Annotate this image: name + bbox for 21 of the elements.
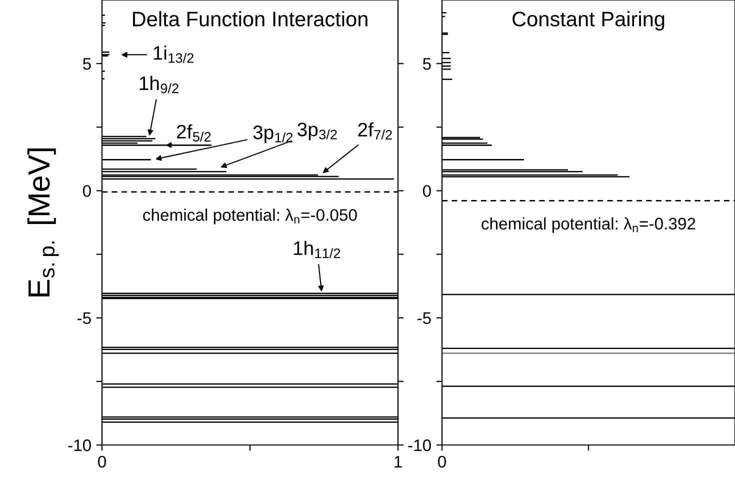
text: Constant Pairing (512, 11, 664, 31)
annotation: 3p$_{1/2}$ (253, 126, 293, 144)
annotation: 2f$_{5/2}$ (176, 124, 211, 142)
y-tick-label: -5 (418, 312, 431, 324)
y-tick-label: 5 (422, 58, 431, 70)
y-tick-label: 0 (422, 185, 431, 197)
annotation: 3p$_{3/2}$ (298, 122, 337, 140)
y-tick-label: -10 (68, 439, 91, 452)
annotation: 1h$_{9/2}$ (140, 76, 178, 94)
x-tick-label: 1 (394, 456, 402, 468)
y-axis-title: E$_{s.p.}$ [MeV] (27, 148, 59, 296)
ref-line-label: chemical potential: λ$_{n}$=-0.050 (143, 208, 357, 224)
annotation: 1h$_{11/2}$ (294, 240, 340, 258)
y-tick-label: 0 (82, 185, 91, 197)
annotation: 1i$_{13/2}$ (154, 46, 194, 63)
y-tick-label: -5 (78, 312, 91, 324)
chart-title: Delta Function Interaction (133, 11, 368, 26)
annotation: 2f$_{7/2}$ (358, 122, 392, 140)
y-tick-label: 5 (82, 58, 91, 70)
y-tick-label: -10 (408, 439, 431, 452)
ref-line-label: chemical potential: λ$_{n}$=-0.392 (482, 217, 696, 233)
